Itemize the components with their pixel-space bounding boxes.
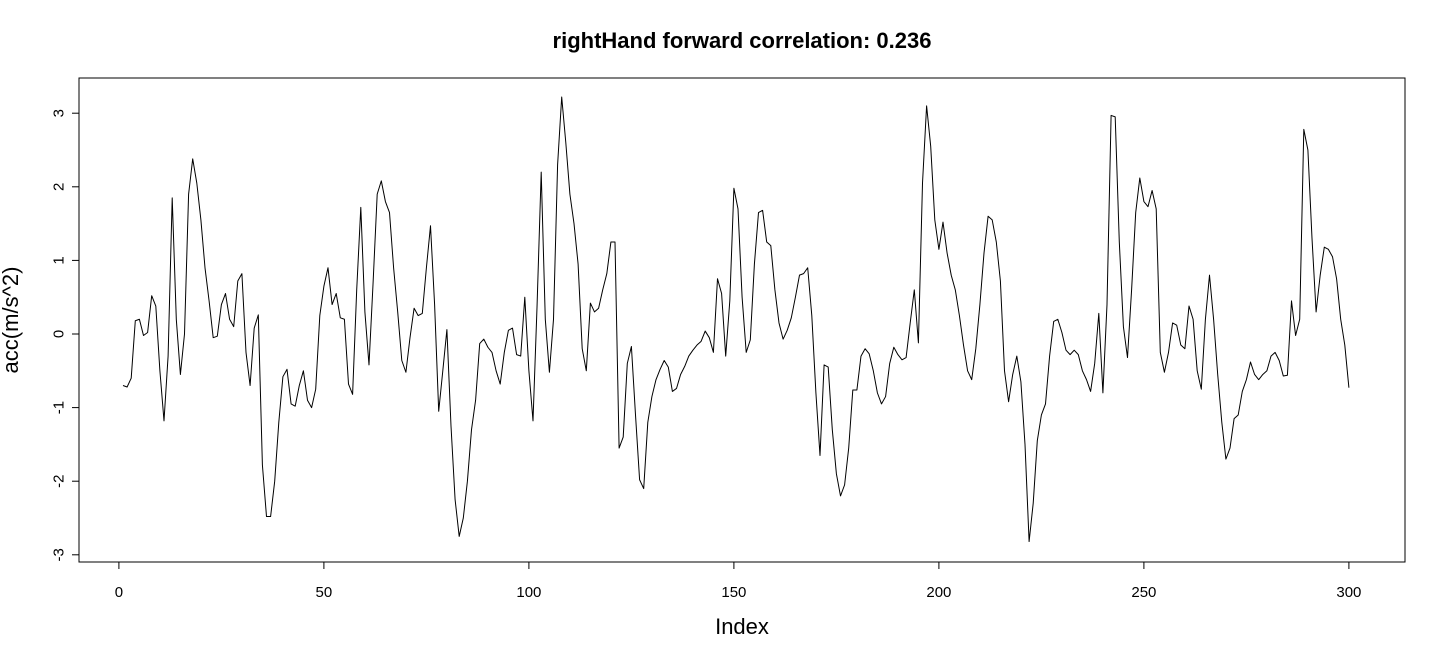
y-tick-label: 1 [50, 256, 67, 264]
y-tick-label: -1 [50, 401, 67, 414]
y-tick-label: 0 [50, 330, 67, 338]
x-axis: 0 50 100 150 200 250 300 [115, 561, 1361, 601]
plot-frame [78, 77, 1406, 563]
x-tick-label: 200 [926, 584, 951, 601]
x-tick-label: 0 [115, 584, 123, 601]
x-tick-label: 100 [516, 584, 541, 601]
y-tick-label: 2 [50, 183, 67, 191]
x-tick-label: 300 [1336, 584, 1361, 601]
x-tick-label: 250 [1131, 584, 1156, 601]
x-axis-title: Index [715, 614, 769, 639]
y-tick-label: 3 [50, 109, 67, 117]
chart-title: rightHand forward correlation: 0.236 [553, 28, 932, 53]
y-tick-label: -3 [50, 548, 67, 561]
y-axis-title: acc(m/s^2) [0, 267, 23, 374]
series-line [122, 96, 1350, 543]
y-axis: -3 -2 -1 0 1 2 3 [50, 109, 80, 561]
x-tick-label: 150 [721, 584, 746, 601]
x-tick-label: 50 [316, 584, 333, 601]
y-tick-label: -2 [50, 475, 67, 488]
